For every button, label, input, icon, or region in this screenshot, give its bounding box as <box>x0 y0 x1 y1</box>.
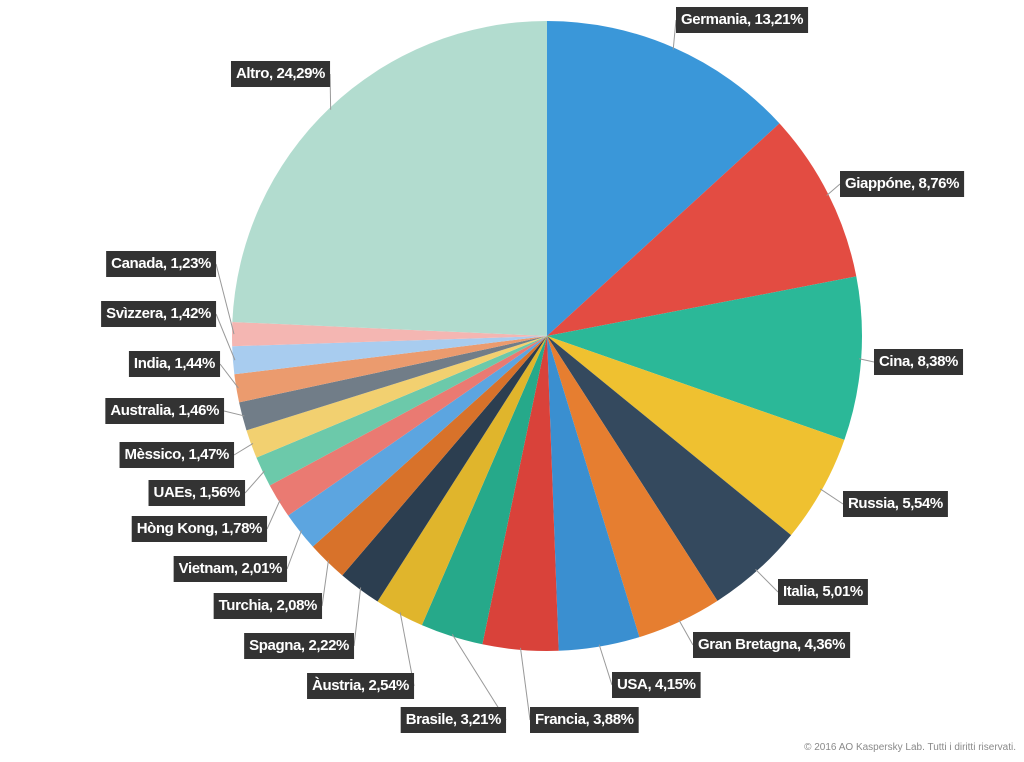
slice-label: Canada, 1,23% <box>111 255 211 272</box>
label-box <box>128 351 221 377</box>
pie-slice <box>232 21 547 336</box>
slice-label: Russia, 5,54% <box>848 495 943 512</box>
slice-label: Italia, 5,01% <box>783 583 863 600</box>
label-box <box>693 632 851 658</box>
leader-line <box>215 313 236 361</box>
label-box <box>230 61 331 87</box>
label-box <box>244 633 355 659</box>
pie-slice <box>256 336 547 486</box>
slice-label: Australia, 1,46% <box>110 402 219 419</box>
leader-line <box>233 442 254 456</box>
label-box <box>612 672 701 698</box>
pie-slice <box>342 336 547 602</box>
pie-slice <box>482 336 559 651</box>
label-box <box>148 480 246 506</box>
leader-line <box>819 488 844 505</box>
leader-line <box>266 499 281 530</box>
leader-line <box>215 263 235 335</box>
label-box <box>173 556 288 582</box>
leader-line <box>519 647 531 721</box>
leader-line <box>353 587 362 647</box>
pie-slice <box>547 276 862 440</box>
leader-line <box>321 560 329 607</box>
pie-slice <box>231 321 547 347</box>
footnote: © 2016 AO Kaspersky Lab. Tutti i diritti… <box>804 742 1016 753</box>
pie-slice <box>547 123 857 337</box>
slice-label: Svìzzera, 1,42% <box>106 305 211 322</box>
slices <box>231 21 862 651</box>
slice-label: Àustria, 2,54% <box>312 677 409 694</box>
leader-line <box>286 530 303 570</box>
label-box <box>131 516 268 542</box>
leader-line <box>244 470 265 494</box>
slice-label: USA, 4,15% <box>617 676 696 693</box>
pie-slice <box>547 336 845 536</box>
leader-line <box>451 634 507 721</box>
label-box <box>307 673 415 699</box>
leader-line <box>598 644 613 686</box>
slice-label: Mèssico, 1,47% <box>125 446 230 463</box>
slice-label: Cina, 8,38% <box>879 353 958 370</box>
leader-line <box>329 73 332 110</box>
slice-label: Gran Bretagna, 4,36% <box>698 636 845 653</box>
slice-label: Turchia, 2,08% <box>219 597 317 614</box>
pie-slice <box>547 21 780 336</box>
slice-label: UAEs, 1,56% <box>154 484 241 501</box>
slice-label: Brasile, 3,21% <box>406 711 501 728</box>
label-box <box>778 579 868 605</box>
label-box <box>840 171 965 197</box>
label-box <box>843 491 948 517</box>
pie-slice <box>547 336 718 638</box>
label-box <box>400 707 507 733</box>
label-box <box>213 593 323 619</box>
pie-slice <box>547 336 792 601</box>
label-box <box>874 349 964 375</box>
slice-label: Hòng Kong, 1,78% <box>137 520 262 537</box>
slice-label: India, 1,44% <box>134 355 215 372</box>
slice-label: Germania, 13,21% <box>681 11 803 28</box>
leader-line <box>826 183 841 196</box>
slice-label: Vietnam, 2,01% <box>179 560 282 577</box>
label-box <box>105 398 225 424</box>
pie-slice <box>246 336 547 458</box>
label-box <box>101 301 217 327</box>
label-box <box>119 442 235 468</box>
leader-line <box>223 410 245 417</box>
pie-slice <box>269 336 547 516</box>
pie-slice <box>288 336 547 547</box>
leader-line <box>859 358 875 363</box>
pie-slice <box>234 336 547 403</box>
label-box <box>106 251 217 277</box>
pie-slice <box>232 336 547 375</box>
slice-label: Spagna, 2,22% <box>249 637 349 654</box>
leader-line <box>678 619 694 646</box>
leader-line <box>755 569 779 593</box>
label-box <box>676 7 809 33</box>
slice-label: Francia, 3,88% <box>535 711 634 728</box>
slice-label: Giappóne, 8,76% <box>845 175 959 192</box>
pie-slice <box>547 336 640 651</box>
pie-slice <box>377 336 547 626</box>
pie-slice <box>312 336 547 576</box>
label-box <box>530 707 639 733</box>
slice-label: Altro, 24,29% <box>236 65 325 82</box>
leader-line <box>219 363 239 389</box>
pie-slice <box>239 336 548 431</box>
pie-slice <box>421 336 547 645</box>
labels: Germania, 13,21% Giappóne, 8,76% Cina, 8,3… <box>101 7 965 733</box>
leader-line <box>672 19 677 50</box>
